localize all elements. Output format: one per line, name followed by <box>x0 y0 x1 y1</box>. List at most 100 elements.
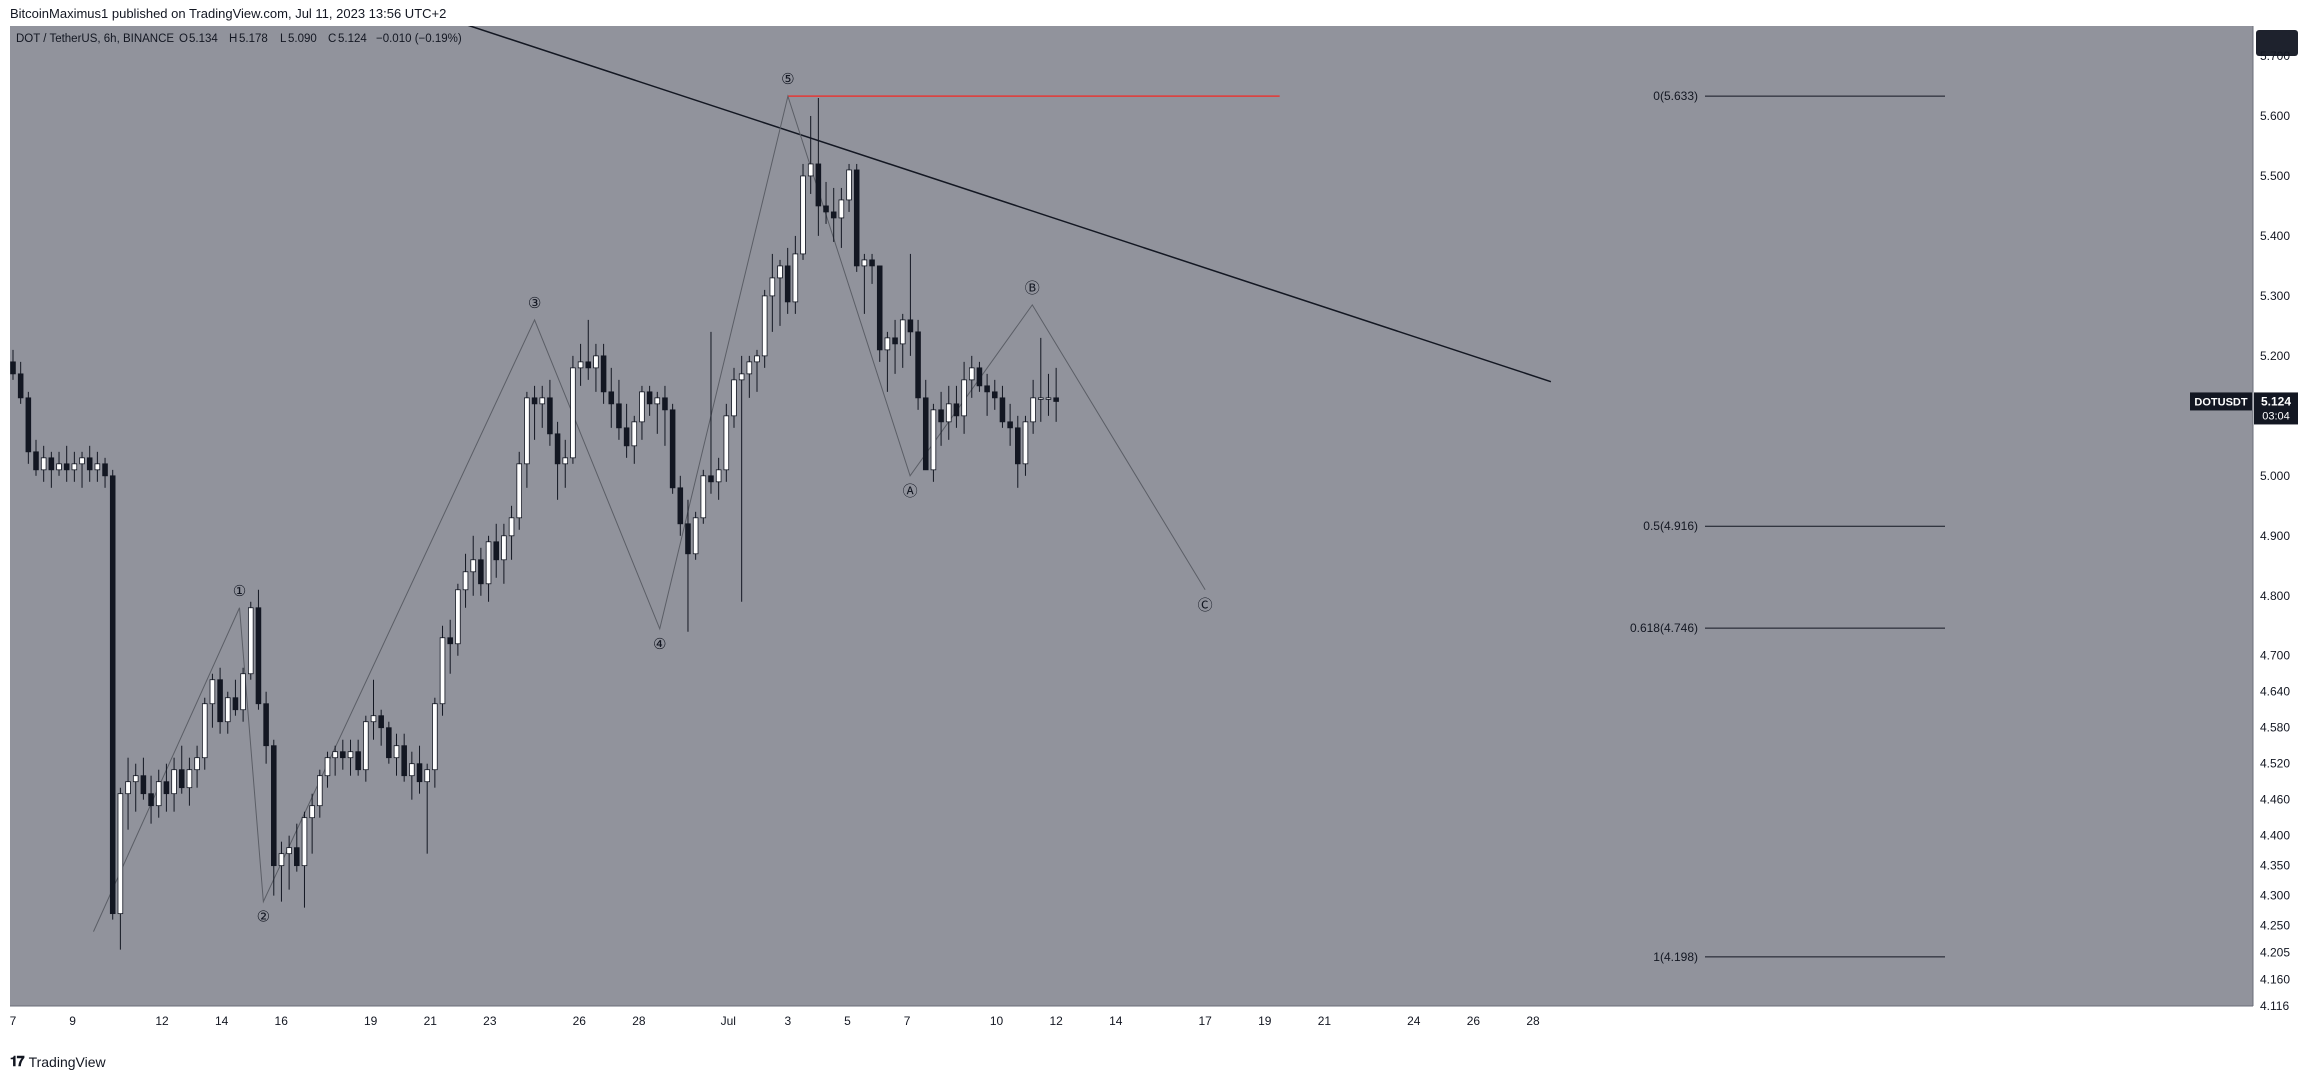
time-tick-label: 7 <box>10 1014 17 1028</box>
candle-body <box>301 817 308 867</box>
price-tick-label: 4.520 <box>2260 757 2290 771</box>
legend-h-label: H <box>229 33 237 45</box>
candle-body <box>516 463 523 519</box>
candle-body <box>991 391 998 399</box>
candle-body <box>1053 397 1059 402</box>
candle-body <box>807 163 814 177</box>
candle-body <box>370 715 377 723</box>
candle-body <box>355 751 361 771</box>
fib-level-label: 0(5.633) <box>1653 89 1698 103</box>
wave-label: Ⓒ <box>1198 597 1213 614</box>
price-tick-label: 4.900 <box>2260 529 2290 543</box>
time-tick-label: 19 <box>1258 1014 1272 1028</box>
candle-body <box>148 793 154 807</box>
candle-body <box>94 463 101 471</box>
candle-body <box>1022 421 1029 465</box>
price-scale-button[interactable] <box>2256 30 2298 56</box>
candle-body <box>631 421 638 447</box>
candle-body <box>40 457 47 471</box>
time-tick-label: 17 <box>1198 1014 1212 1028</box>
time-tick-label: 12 <box>155 1014 169 1028</box>
candle-body <box>938 409 944 423</box>
legend-l-label: L <box>280 33 287 45</box>
candlestick-chart[interactable]: 0(5.633) 0.5(4.916) 0.618(4.746) 1(4.198) ①… <box>0 0 2315 1044</box>
price-tick-label: 5.500 <box>2260 169 2290 183</box>
candle-body <box>393 745 400 759</box>
price-tick-label: 4.205 <box>2260 946 2290 960</box>
candle-body <box>194 757 200 771</box>
publish-bar: BitcoinMaximus1 published on TradingView… <box>0 0 2315 26</box>
price-tick-label: 4.160 <box>2260 973 2290 987</box>
candle-body <box>869 259 875 267</box>
candle-body <box>478 559 484 585</box>
candle-body <box>178 769 185 789</box>
candle-body <box>892 337 898 345</box>
candle-body <box>186 769 193 789</box>
legend-o-value: 5.134 <box>189 33 218 45</box>
candle-body <box>846 169 852 201</box>
candle-body <box>125 781 131 795</box>
candle-body <box>600 355 607 393</box>
price-tick-label: 4.460 <box>2260 793 2290 807</box>
candle-body <box>577 361 584 369</box>
candle-body <box>662 397 668 411</box>
candle-body <box>547 397 553 435</box>
price-tick-label: 5.200 <box>2260 349 2290 363</box>
candle-body <box>1007 421 1013 429</box>
tradingview-logo[interactable]: 𝟏𝟕 TradingView <box>10 1053 106 1070</box>
candle-body <box>432 703 438 771</box>
time-tick-label: 28 <box>632 1014 646 1028</box>
time-tick-label: 10 <box>990 1014 1004 1028</box>
candle-body <box>455 589 461 645</box>
candle-body <box>524 397 530 465</box>
last-price-tag: DOTUSDT 5.124 03:04 <box>2190 392 2298 425</box>
candle-body <box>347 751 354 759</box>
price-tick-label: 4.800 <box>2260 589 2290 603</box>
price-tick-label: 4.400 <box>2260 829 2290 843</box>
time-tick-label: 19 <box>364 1014 378 1028</box>
price-tick-label: 4.300 <box>2260 889 2290 903</box>
price-tick-label: 4.640 <box>2260 685 2290 699</box>
candle-body <box>761 295 768 357</box>
time-tick-label: 3 <box>785 1014 792 1028</box>
price-tick-label: 4.700 <box>2260 649 2290 663</box>
time-tick-label: 9 <box>69 1014 76 1028</box>
candle-body <box>884 337 891 351</box>
candle-body <box>501 535 507 561</box>
time-tick-label: 26 <box>573 1014 587 1028</box>
candle-body <box>593 355 599 369</box>
candle-body <box>738 373 745 381</box>
price-tag-value: 5.124 <box>2261 394 2291 408</box>
chart-area[interactable]: 0(5.633) 0.5(4.916) 0.618(4.746) 1(4.198) ①… <box>0 0 2315 1044</box>
candle-body <box>968 367 975 381</box>
candle-body <box>102 463 108 477</box>
candle-body <box>508 517 515 537</box>
tradingview-brand: TradingView <box>28 1053 106 1070</box>
wave-label: Ⓐ <box>903 483 918 500</box>
legend-c-value: 5.124 <box>338 33 367 45</box>
symbol-tag-bg <box>2190 392 2252 411</box>
candle-body <box>117 793 124 915</box>
candle-body <box>447 637 453 645</box>
candle-body <box>639 391 645 423</box>
candle-body <box>838 199 845 219</box>
candle-body <box>209 679 216 705</box>
candle-body <box>409 763 415 777</box>
time-tick-label: 26 <box>1467 1014 1481 1028</box>
candle-body <box>815 163 822 207</box>
candle-body <box>140 775 147 795</box>
wave-label: ① <box>233 583 246 600</box>
candle-body <box>899 319 906 345</box>
candle-body <box>493 541 499 561</box>
price-tick-label: 4.116 <box>2260 999 2289 1013</box>
candle-body <box>585 361 592 369</box>
candle-body <box>255 607 262 705</box>
candle-body <box>646 391 653 405</box>
candle-body <box>171 769 177 795</box>
legend-c-label: C <box>328 33 336 45</box>
fib-level-label: 1(4.198) <box>1653 950 1698 964</box>
candle-body <box>723 415 730 471</box>
price-tag-countdown: 03:04 <box>2262 410 2290 422</box>
candle-body <box>531 397 538 405</box>
time-tick-label: 24 <box>1407 1014 1421 1028</box>
